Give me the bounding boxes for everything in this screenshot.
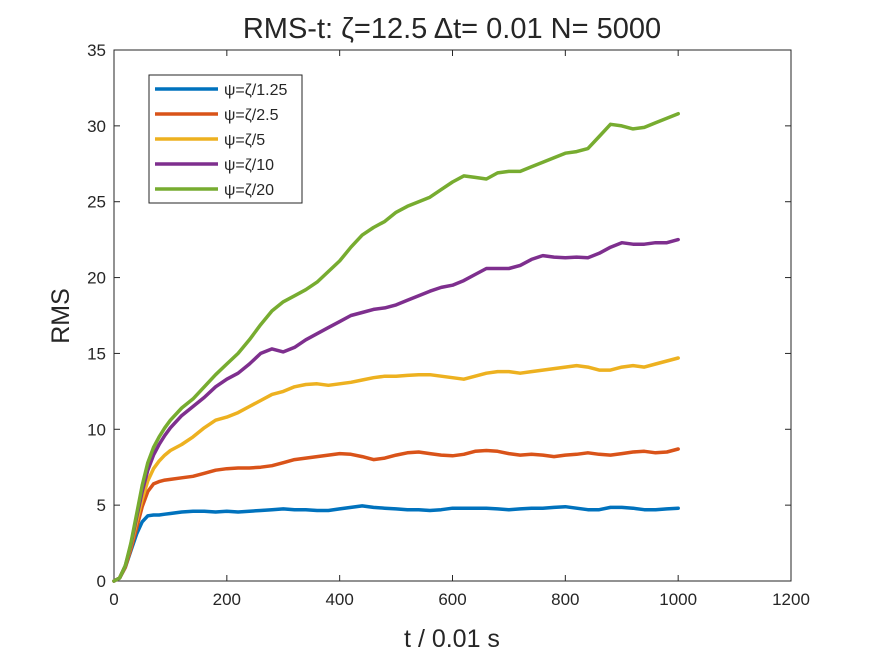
y-tick-label: 0: [97, 572, 106, 591]
series-layer: [112, 111, 680, 583]
y-axis-label: RMS: [47, 288, 75, 344]
y-tick-label: 5: [97, 496, 106, 515]
legend: ψ=ζ/1.25 ψ=ζ/2.5 ψ=ζ/5 ψ=ζ/10 ψ=ζ/20: [148, 74, 303, 204]
x-tick-label: 400: [325, 590, 353, 609]
legend-entry-label: ψ=ζ/5: [224, 132, 265, 149]
x-tick-label: 1200: [772, 590, 810, 609]
series-line: [112, 504, 680, 583]
x-tick-label: 1000: [659, 590, 697, 609]
y-tick-label: 20: [87, 269, 106, 288]
y-tick-label: 25: [87, 193, 106, 212]
x-tick-label: 0: [109, 590, 118, 609]
x-axis-label: t / 0.01 s: [404, 625, 500, 653]
y-tick-label: 15: [87, 344, 106, 363]
y-tick-label: 10: [87, 420, 106, 439]
x-tick-label: 600: [438, 590, 466, 609]
series-line: [112, 356, 680, 583]
chart-title: RMS-t: ζ=12.5 Δt= 0.01 N= 5000: [243, 13, 661, 45]
legend-entry-label: ψ=ζ/2.5: [224, 107, 279, 124]
legend-entry-label: ψ=ζ/1.25: [224, 82, 287, 99]
y-tick-label: 35: [87, 41, 106, 60]
series-line: [112, 447, 680, 583]
legend-entry-label: ψ=ζ/20: [224, 182, 274, 199]
legend-entry-label: ψ=ζ/10: [224, 157, 274, 174]
y-tick-label: 30: [87, 117, 106, 136]
series-line: [112, 237, 680, 583]
axis-ticks: 0 200 400 600 800 1000 1200 0 5 10 15 20 25 30 35: [87, 41, 810, 609]
x-tick-label: 200: [213, 590, 241, 609]
series-line: [112, 111, 680, 583]
x-tick-label: 800: [551, 590, 579, 609]
